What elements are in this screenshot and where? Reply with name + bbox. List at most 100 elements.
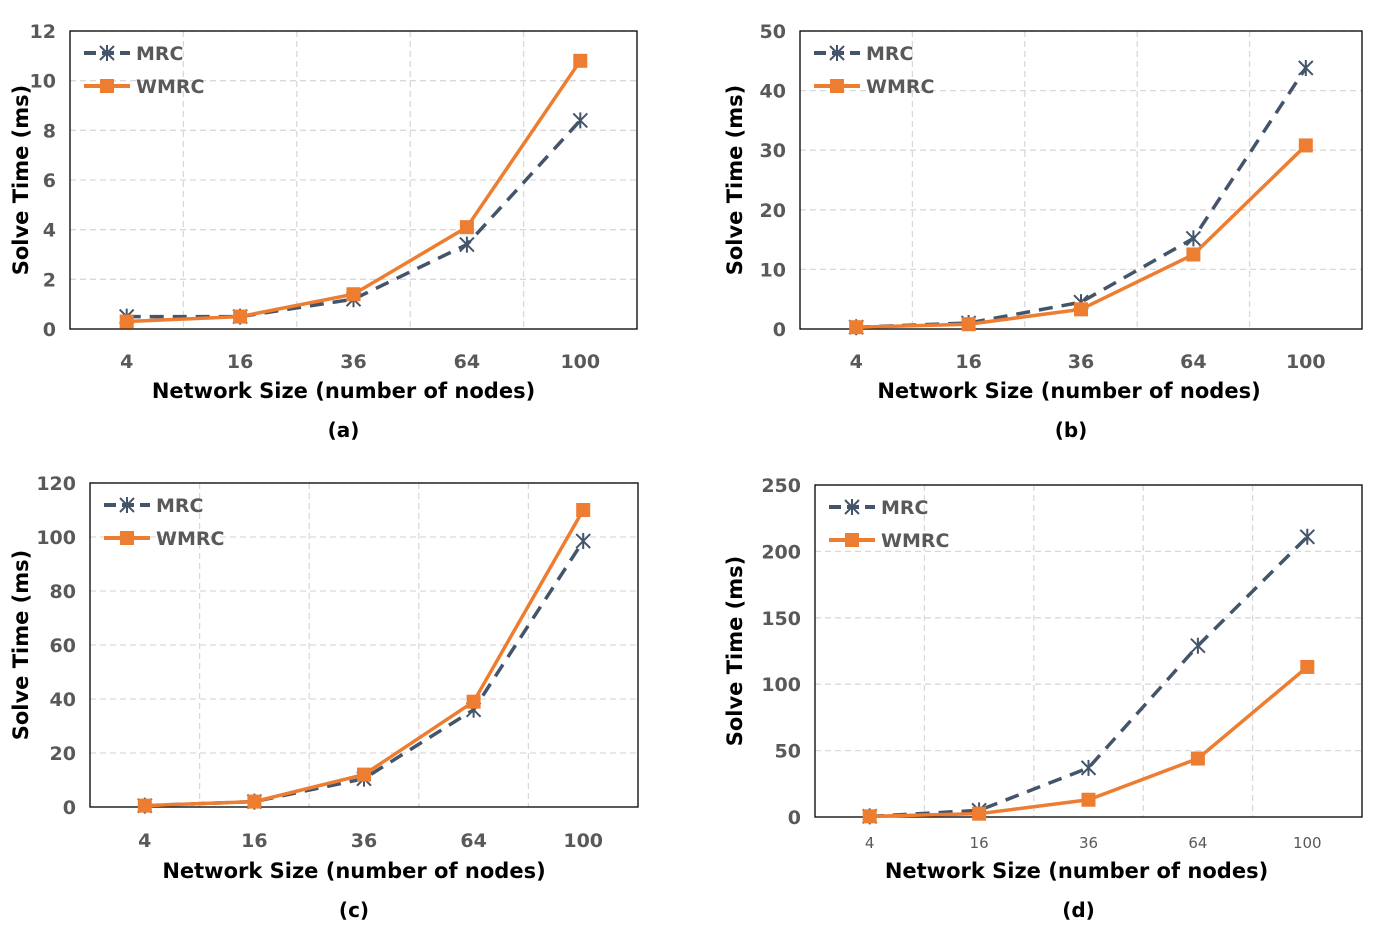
y-tick-label: 50	[775, 741, 801, 763]
mrc-marker	[1185, 230, 1202, 247]
x-tick-label: 100	[1286, 351, 1326, 373]
x-tick-label: 64	[454, 351, 480, 373]
panel-label: (a)	[328, 418, 360, 442]
legend-label-wmrc: WMRC	[136, 76, 204, 98]
chart-b: 0 10 20 30 40 50 4 16 36 64 100 Network Size (numbe…	[723, 21, 1363, 442]
x-axis-label: Network Size (number of nodes)	[885, 859, 1268, 883]
panel-label: (b)	[1055, 418, 1088, 442]
y-tick-label: 250	[761, 475, 801, 497]
legend-label-mrc: MRC	[866, 43, 913, 65]
series-line-wmrc	[126, 59, 582, 324]
y-tick-label: 40	[760, 81, 786, 103]
mrc-marker	[1190, 637, 1206, 654]
x-tick-label: 4	[850, 351, 863, 373]
x-tick-label: 64	[460, 830, 486, 852]
chart-d: 0 50 100 150 200 250 4 16 36 64 100 Network Size (n…	[723, 475, 1363, 922]
x-tick-label: 4	[865, 834, 875, 852]
wmrc-marker	[576, 503, 591, 517]
wmrc-marker	[120, 531, 134, 545]
series-line-mrc	[856, 66, 1308, 329]
x-tick-label: 36	[1068, 351, 1094, 373]
x-tick-label: 100	[1293, 834, 1322, 852]
plot-area-border	[799, 30, 1363, 330]
mrc-marker	[1298, 59, 1314, 76]
y-tick-label: 60	[50, 635, 76, 657]
y-tick-label: 200	[761, 541, 801, 563]
y-tick-label: 20	[50, 743, 76, 765]
y-tick-label: 10	[760, 259, 786, 281]
x-tick-label: 16	[241, 830, 267, 852]
x-axis-label: Network Size (number of nodes)	[162, 859, 545, 883]
legend-label-mrc: MRC	[136, 43, 183, 65]
y-tick-label: 12	[30, 21, 56, 43]
mrc-marker	[1299, 528, 1316, 545]
legend-label-mrc: MRC	[881, 497, 928, 519]
y-axis-label: Solve Time (ms)	[9, 550, 33, 741]
mrc-marker	[844, 499, 860, 515]
x-tick-label: 64	[1188, 834, 1207, 852]
x-tick-label: 16	[227, 351, 253, 373]
x-tick-label: 4	[138, 830, 151, 852]
wmrc-marker	[357, 767, 371, 782]
wmrc-marker	[573, 53, 588, 68]
wmrc-marker	[1074, 302, 1088, 317]
y-tick-label: 10	[30, 71, 56, 93]
y-tick-label: 0	[773, 319, 786, 341]
y-tick-label: 2	[43, 269, 56, 291]
mrc-marker	[829, 45, 845, 61]
y-tick-label: 100	[761, 674, 801, 696]
chart-a: 0 2 4 6 8 10 12 4 16 36 64 100 Network Size (number …	[9, 21, 638, 442]
wmrc-marker	[1298, 138, 1313, 153]
wmrc-marker	[100, 79, 114, 93]
wmrc-marker	[961, 317, 976, 332]
y-tick-label: 0	[43, 319, 56, 341]
y-tick-label: 40	[50, 689, 76, 711]
x-tick-label: 36	[351, 830, 377, 852]
x-tick-label: 100	[560, 351, 600, 373]
chart-c: 0 20 40 60 80 100 120 4 16 36 64 100 Network Size (n…	[9, 473, 639, 922]
series-line-mrc	[869, 535, 1309, 819]
wmrc-marker	[830, 79, 844, 93]
legend-label-wmrc: WMRC	[156, 528, 224, 550]
y-tick-label: 30	[760, 140, 786, 162]
legend-label-mrc: MRC	[156, 495, 203, 517]
y-tick-label: 0	[788, 807, 801, 829]
series-line-mrc	[126, 119, 582, 319]
y-tick-label: 80	[50, 581, 76, 603]
y-tick-label: 120	[36, 473, 76, 495]
x-tick-label: 36	[1079, 834, 1098, 852]
x-tick-label: 16	[970, 834, 989, 852]
legend-label-wmrc: WMRC	[881, 530, 949, 552]
y-tick-label: 50	[760, 21, 786, 43]
wmrc-marker	[247, 794, 262, 809]
plot-area-border	[814, 484, 1363, 818]
series-line-mrc	[144, 540, 585, 808]
wmrc-marker	[459, 220, 474, 235]
legend-label-wmrc: WMRC	[866, 76, 934, 98]
panel-label: (c)	[339, 898, 369, 922]
wmrc-marker	[972, 806, 987, 821]
x-tick-label: 16	[955, 351, 981, 373]
mrc-marker	[99, 45, 115, 61]
wmrc-marker	[845, 533, 859, 547]
wmrc-marker	[1081, 792, 1096, 807]
y-tick-label: 150	[761, 608, 801, 630]
x-tick-label: 64	[1180, 351, 1206, 373]
wmrc-marker	[1190, 751, 1205, 766]
mrc-marker	[1080, 759, 1097, 776]
wmrc-marker	[119, 314, 134, 329]
wmrc-marker	[346, 287, 361, 302]
y-tick-label: 0	[63, 797, 76, 819]
x-axis-label: Network Size (number of nodes)	[152, 379, 535, 403]
x-tick-label: 36	[340, 351, 366, 373]
y-axis-label: Solve Time (ms)	[9, 85, 33, 276]
mrc-marker	[572, 112, 589, 129]
wmrc-marker	[849, 320, 864, 335]
panel-label: (d)	[1062, 898, 1095, 922]
wmrc-marker	[862, 809, 877, 824]
series-line-wmrc	[144, 509, 585, 808]
x-tick-label: 100	[563, 830, 603, 852]
mrc-marker	[119, 497, 135, 513]
x-axis-label: Network Size (number of nodes)	[877, 379, 1260, 403]
y-tick-label: 8	[43, 120, 56, 142]
